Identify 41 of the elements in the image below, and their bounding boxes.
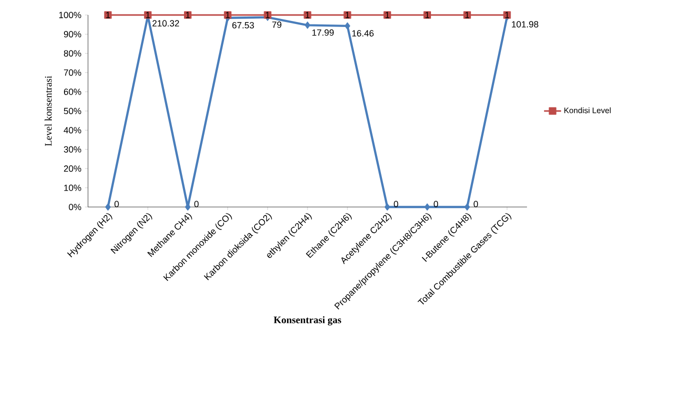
point (105, 203, 111, 211)
y-axis-title: Level konsentrasi (44, 76, 52, 146)
annotation: 67.53 (232, 22, 254, 28)
x-axis-title: Konsentrasi gas (274, 316, 342, 326)
annotation: 1 (465, 12, 470, 18)
annotation: 1 (505, 12, 510, 18)
point (304, 21, 310, 29)
annotation: 1 (146, 12, 150, 18)
y-tick-label: 100% (59, 12, 82, 18)
y-tick-label: 40% (64, 127, 82, 134)
annotation: 0 (474, 200, 478, 208)
y-tick-label: 30% (64, 146, 82, 153)
y-tick-label: 20% (64, 165, 82, 172)
point (384, 203, 390, 211)
annotation: 17.99 (312, 29, 334, 36)
annotation: 1 (346, 12, 350, 18)
annotation: 1 (266, 12, 270, 18)
annotation: 16.46 (352, 30, 374, 36)
point (424, 203, 430, 211)
point (344, 22, 350, 30)
y-tick-label: 90% (64, 31, 82, 38)
annotation: 210.32 (152, 20, 180, 27)
annotation: 0 (194, 200, 199, 208)
annotation: 1 (106, 12, 110, 18)
y-tick-label: 10% (64, 184, 82, 191)
annotation: 1 (186, 12, 190, 18)
annotation: 1 (306, 12, 310, 18)
annotation: 101.98 (512, 21, 538, 28)
annotation: 0 (434, 200, 438, 208)
y-tick-label: 70% (64, 69, 82, 76)
annotation: 1 (386, 12, 390, 18)
annotation: 1 (226, 12, 230, 18)
point (464, 203, 470, 211)
y-tick-label: 50% (64, 108, 82, 114)
annotation: 0 (114, 200, 119, 208)
y-tick-label: 80% (64, 50, 82, 57)
annotation: 0 (394, 200, 398, 208)
annotation: 1 (425, 12, 430, 18)
annotation: 79 (272, 21, 282, 28)
y-tick-label: 60% (64, 88, 82, 95)
y-tick-label: 0% (68, 204, 82, 210)
